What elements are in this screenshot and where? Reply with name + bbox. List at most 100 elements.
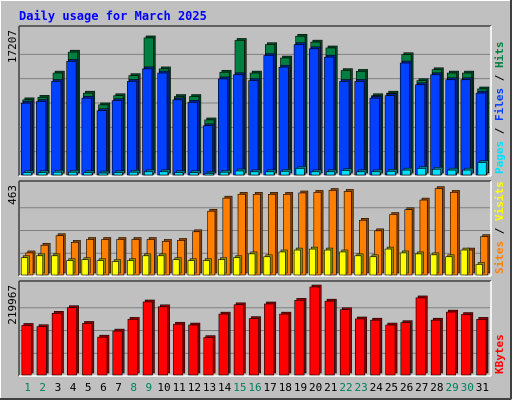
- bar-pages-day-28: [432, 167, 443, 176]
- panel-2: 463 Sites / Visits: [6, 180, 506, 277]
- panel-3: 219967 KBytes: [6, 280, 506, 377]
- bar-sites-day-12: [187, 258, 197, 276]
- y-max-label: 219967: [6, 285, 19, 325]
- bar-files-day-28: [430, 72, 443, 176]
- series-legend-label: KBytes: [493, 334, 506, 374]
- bar-visits-day-28: [434, 186, 445, 276]
- bar-sites-day-31: [475, 262, 485, 276]
- bar-files-day-7: [111, 98, 124, 176]
- day-label-16: 16: [248, 381, 261, 394]
- bar-kbytes-day-31: [476, 317, 489, 376]
- bar-visits-day-7: [116, 237, 127, 276]
- day-label-7: 7: [115, 381, 122, 394]
- bar-files-day-21: [324, 54, 337, 176]
- bar-files-day-16: [248, 78, 261, 176]
- bar-kbytes-day-25: [385, 322, 398, 376]
- x-axis-day-labels: 1 2 3 4 5 6 7 8 9 10 11 12 13 14 15 16 17 18 19 20 21 22 23 24 2…: [24, 381, 489, 394]
- bar-pages-day-10: [159, 169, 171, 176]
- y-max-label: 463: [6, 185, 19, 205]
- legend-part: Pages: [493, 141, 506, 174]
- bar-sites-day-29: [445, 254, 455, 276]
- bar-sites-day-25: [384, 246, 394, 276]
- bar-pages-day-17: [265, 169, 277, 176]
- bar-visits-day-16: [252, 192, 263, 276]
- day-label-21: 21: [324, 381, 337, 394]
- bar-visits-day-29: [449, 190, 460, 276]
- bar-files-day-14: [218, 76, 230, 176]
- bar-sites-day-7: [111, 259, 121, 276]
- bar-pages-day-12: [189, 170, 201, 176]
- bar-pages-day-30: [462, 167, 474, 176]
- bar-kbytes-day-2: [36, 324, 49, 376]
- bars: [21, 284, 489, 376]
- bar-pages-day-8: [128, 169, 140, 176]
- bar-visits-day-26: [404, 207, 415, 276]
- bar-kbytes-day-5: [82, 321, 95, 376]
- bar-visits-day-25: [389, 212, 400, 276]
- bar-pages-day-14: [219, 169, 231, 176]
- bar-pages-day-18: [280, 169, 292, 176]
- bar-kbytes-day-22: [339, 307, 352, 376]
- bar-files-day-8: [127, 79, 139, 176]
- bar-visits-day-5: [86, 237, 96, 276]
- legend-part: Visits: [493, 181, 506, 221]
- bar-kbytes-day-1: [21, 323, 34, 376]
- bar-files-day-15: [233, 72, 246, 176]
- bar-visits-day-21: [328, 188, 339, 276]
- day-label-17: 17: [264, 381, 277, 394]
- bar-pages-day-27: [416, 166, 428, 176]
- bar-pages-day-26: [401, 167, 413, 176]
- bar-visits-day-22: [343, 189, 354, 276]
- bar-kbytes-day-23: [355, 316, 368, 376]
- bar-kbytes-day-11: [173, 321, 186, 376]
- day-label-3: 3: [55, 381, 62, 394]
- bar-files-day-25: [384, 93, 397, 176]
- bar-kbytes-day-3: [51, 311, 64, 376]
- bar-kbytes-day-14: [218, 311, 231, 376]
- legend-part: Hits: [493, 42, 506, 69]
- bar-kbytes-day-7: [112, 328, 125, 376]
- bar-files-day-18: [278, 64, 291, 176]
- bar-pages-day-7: [113, 170, 125, 176]
- bar-sites-day-6: [96, 258, 106, 276]
- bar-kbytes-day-30: [461, 312, 474, 376]
- bar-pages-day-9: [144, 169, 155, 176]
- bar-files-day-12: [187, 100, 200, 176]
- bar-sites-day-21: [324, 247, 334, 276]
- bar-kbytes-day-4: [67, 305, 79, 376]
- bar-pages-day-16: [250, 169, 262, 176]
- bar-visits-day-15: [237, 192, 248, 276]
- bars: [20, 186, 491, 276]
- bar-pages-day-3: [53, 169, 64, 176]
- bar-visits-day-27: [419, 197, 430, 276]
- bar-visits-day-14: [222, 195, 233, 276]
- bar-kbytes-day-17: [264, 301, 277, 376]
- bar-pages-day-29: [447, 167, 459, 176]
- bar-kbytes-day-29: [446, 309, 458, 376]
- bar-kbytes-day-15: [233, 302, 246, 376]
- bar-sites-day-13: [202, 258, 212, 276]
- bar-sites-day-19: [293, 247, 303, 276]
- day-label-8: 8: [130, 381, 137, 394]
- day-label-30: 30: [461, 381, 474, 394]
- bar-sites-day-9: [142, 253, 152, 276]
- legend-part: Sites: [493, 241, 506, 274]
- day-label-25: 25: [385, 381, 398, 394]
- day-label-10: 10: [157, 381, 170, 394]
- day-label-18: 18: [279, 381, 292, 394]
- bar-pages-day-31: [477, 160, 489, 176]
- bar-sites-day-24: [369, 254, 379, 276]
- legend-part: KBytes: [493, 334, 506, 374]
- chart-panels: 17207 Pages / Files / Hits 463 Sites / Visi…: [6, 25, 506, 377]
- bar-files-day-30: [460, 77, 473, 176]
- bar-visits-day-20: [313, 190, 324, 276]
- bar-files-day-13: [202, 123, 215, 176]
- bar-files-day-20: [308, 46, 321, 176]
- bar-sites-day-15: [233, 255, 243, 276]
- bar-sites-day-28: [430, 252, 440, 276]
- day-label-19: 19: [294, 381, 307, 394]
- y-max-label: 17207: [6, 30, 19, 63]
- bar-kbytes-day-19: [294, 298, 307, 376]
- day-label-11: 11: [173, 381, 186, 394]
